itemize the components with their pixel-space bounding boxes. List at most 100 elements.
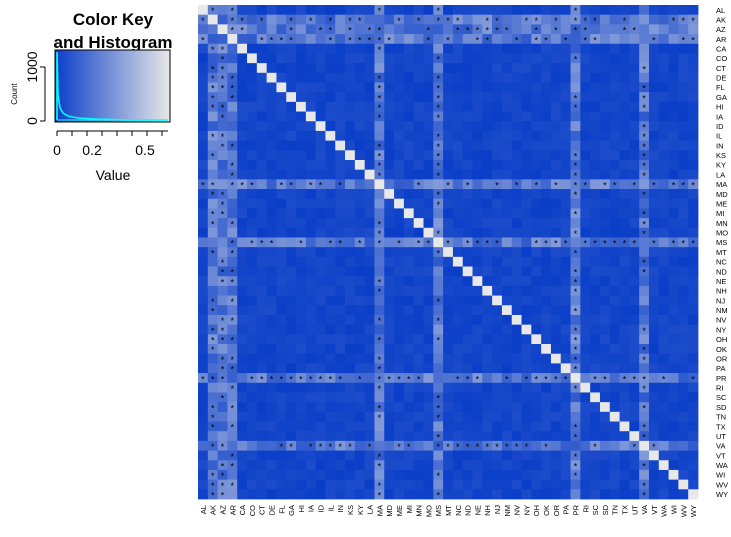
- heatmap-cell: [541, 305, 552, 316]
- heatmap-cell: [492, 111, 503, 122]
- heatmap-cell: [198, 53, 209, 64]
- heatmap-cell: [266, 256, 277, 267]
- heatmap-cell: [678, 460, 689, 471]
- heatmap-cell: [354, 305, 366, 316]
- heatmap-cell: [286, 82, 297, 93]
- heatmap-cell: [217, 295, 228, 306]
- heatmap-cell: [345, 14, 356, 25]
- heatmap-cell: [580, 353, 591, 364]
- heatmap-cell: [423, 460, 434, 471]
- heatmap-cell: [384, 266, 395, 277]
- heatmap-cell: [286, 189, 297, 200]
- heatmap-cell: [648, 34, 660, 45]
- heatmap-cell: [492, 392, 503, 403]
- significance-marker: *: [642, 374, 646, 384]
- heatmap-cell: [462, 82, 473, 93]
- heatmap-cell: [452, 24, 464, 35]
- heatmap-cell: [570, 92, 581, 103]
- heatmap-cell: [599, 373, 611, 384]
- heatmap-cell: [531, 63, 542, 74]
- heatmap-cell: [452, 159, 464, 171]
- significance-marker: *: [329, 442, 333, 452]
- heatmap-cell: [325, 285, 336, 296]
- heatmap-cell: [394, 14, 405, 25]
- heatmap-cell: [570, 460, 581, 471]
- heatmap-cell: [639, 121, 650, 132]
- heatmap-cell: [452, 189, 464, 200]
- heatmap-cell: [688, 92, 699, 103]
- heatmap-cell: [207, 227, 218, 238]
- heatmap-cell: [619, 14, 630, 25]
- heatmap-cell: [452, 140, 464, 151]
- heatmap-cell: [472, 450, 483, 461]
- heatmap-cell: [374, 276, 385, 287]
- heatmap-cell: [345, 285, 356, 296]
- row-label: HI: [716, 103, 724, 112]
- significance-marker: *: [691, 16, 695, 26]
- heatmap-cell: [423, 101, 434, 112]
- heatmap-cell: [541, 392, 552, 403]
- heatmap-cell: [227, 82, 238, 93]
- heatmap-cell: [394, 101, 405, 112]
- heatmap-cell: [599, 198, 611, 209]
- heatmap-cell: [198, 43, 209, 54]
- heatmap-cell: [256, 63, 268, 74]
- heatmap-cell: [570, 469, 581, 481]
- column-label: NJ: [493, 505, 502, 514]
- heatmap-cell: [658, 82, 669, 93]
- heatmap-cell: [256, 72, 268, 83]
- heatmap-cell: [629, 63, 640, 74]
- heatmap-cell: [609, 34, 620, 45]
- heatmap-cell: [198, 421, 209, 432]
- significance-marker: *: [221, 64, 225, 74]
- heatmap-cell: [688, 121, 699, 132]
- heatmap-cell: [668, 469, 679, 481]
- heatmap-cell: [335, 363, 346, 374]
- heatmap-cell: [256, 130, 268, 142]
- heatmap-cell: [433, 460, 444, 471]
- significance-marker: *: [201, 181, 205, 191]
- heatmap-cell: [658, 334, 669, 345]
- heatmap-cell: [266, 479, 277, 490]
- heatmap-cell: [688, 34, 699, 45]
- heatmap-cell: [668, 295, 679, 306]
- significance-marker: *: [231, 481, 235, 491]
- heatmap-cell: [296, 92, 307, 103]
- heatmap-cell: [325, 150, 336, 161]
- heatmap-cell: [354, 295, 366, 306]
- significance-marker: *: [574, 190, 578, 200]
- heatmap-cell: [315, 14, 326, 25]
- heatmap-cell: [629, 266, 640, 277]
- heatmap-cell: [325, 63, 336, 74]
- heatmap-cell: [531, 285, 542, 296]
- heatmap-cell: [247, 266, 258, 277]
- heatmap-cell: [609, 373, 620, 384]
- significance-marker: *: [593, 35, 597, 45]
- heatmap-cell: [541, 150, 552, 161]
- heatmap-cell: [531, 353, 542, 364]
- heatmap-cell: [501, 450, 513, 461]
- heatmap-cell: [354, 324, 366, 335]
- significance-marker: *: [476, 442, 480, 452]
- heatmap-cell: [452, 431, 464, 442]
- heatmap-cell: [629, 479, 640, 490]
- heatmap-cell: [688, 285, 699, 296]
- heatmap-cell: [198, 411, 209, 422]
- heatmap-cell: [648, 218, 660, 229]
- heatmap-cell: [423, 72, 434, 83]
- heatmap-cell: [237, 53, 248, 64]
- heatmap-cell: [227, 53, 238, 64]
- heatmap-cell: [521, 24, 532, 35]
- heatmap-cell: [668, 266, 679, 277]
- heatmap-cell: [531, 479, 542, 490]
- heatmap-cell: [668, 314, 679, 326]
- heatmap-cell: [462, 14, 473, 25]
- row-label: TX: [716, 422, 726, 431]
- heatmap-cell: [207, 24, 218, 35]
- heatmap-cell: [678, 314, 689, 326]
- heatmap-cell: [296, 373, 307, 384]
- heatmap-cell: [668, 450, 679, 461]
- heatmap-cell: [590, 169, 601, 180]
- heatmap-cell: [403, 314, 415, 326]
- heatmap-cell: [217, 421, 228, 432]
